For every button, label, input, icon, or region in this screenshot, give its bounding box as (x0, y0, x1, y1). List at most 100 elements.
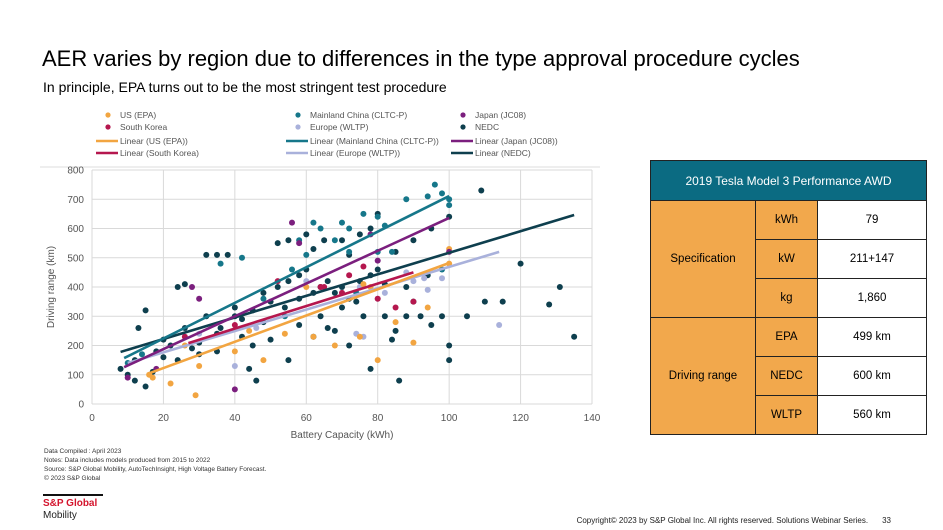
data-point (392, 304, 399, 311)
data-point (253, 377, 260, 384)
x-tick-label: 140 (584, 413, 601, 424)
y-tick-label: 100 (67, 370, 84, 381)
data-point (356, 333, 363, 340)
legend-label: Europe (WLTP) (310, 122, 369, 132)
trend-line (188, 271, 414, 345)
copyright: Copyright© 2023 by S&P Global Inc. All r… (576, 516, 869, 525)
trend-line (120, 213, 575, 354)
legend-label: South Korea (120, 122, 168, 132)
group-label: Specification (650, 200, 756, 318)
y-tick-label: 400 (67, 283, 84, 294)
data-point (246, 327, 253, 334)
data-point (374, 295, 381, 302)
y-tick-label: 300 (67, 312, 84, 323)
data-point (339, 219, 345, 226)
data-point (431, 181, 438, 188)
data-point (142, 383, 149, 390)
data-point (389, 336, 395, 343)
legend-trend-label: Linear (Mainland China (CLTC-P)) (310, 136, 439, 146)
data-point (231, 348, 238, 355)
y-tick-label: 800 (67, 166, 84, 177)
data-point (281, 304, 288, 311)
x-axis-title: Battery Capacity (kWh) (291, 430, 394, 441)
data-point (446, 357, 453, 364)
value-cell: 560 km (817, 395, 927, 435)
note: Source: S&P Global Mobility, AutoTechIns… (44, 466, 267, 473)
legend-trend-label: Linear (Europe (WLTP)) (310, 148, 400, 158)
legend-trend-label: Linear (NEDC) (475, 148, 531, 158)
data-point (317, 284, 324, 290)
data-point (381, 313, 388, 320)
data-point (464, 313, 470, 320)
data-point (360, 210, 367, 217)
x-tick-label: 120 (512, 413, 529, 424)
data-point (424, 286, 431, 293)
value-cell: 79 (817, 200, 927, 240)
data-point (189, 345, 195, 352)
y-tick-label: 200 (67, 341, 84, 352)
data-point (410, 298, 417, 305)
data-point (285, 278, 292, 285)
legend-trend-label: Linear (US (EPA)) (120, 136, 188, 146)
data-point (310, 333, 317, 340)
data-point (396, 377, 403, 384)
legend-marker (295, 112, 301, 118)
data-point (131, 377, 138, 384)
data-point (331, 327, 338, 334)
data-point (374, 213, 381, 220)
data-point (428, 322, 435, 329)
legend-marker (295, 124, 301, 130)
company-logo: S&P Global Mobility (43, 494, 113, 522)
data-point (181, 281, 188, 288)
value-cell: 211+147 (817, 239, 927, 279)
data-point (310, 245, 317, 252)
data-point (196, 295, 203, 302)
data-point (481, 298, 488, 305)
legend-label: NEDC (475, 122, 499, 132)
note: Notes: Data includes models produced fro… (44, 457, 211, 464)
data-point (356, 231, 363, 238)
data-point (360, 313, 367, 320)
value-cell: 1,860 (817, 278, 927, 318)
data-point (249, 342, 256, 349)
data-point (410, 237, 417, 244)
data-point (231, 322, 238, 329)
data-point (189, 284, 195, 290)
data-point (267, 336, 274, 343)
data-point (367, 365, 374, 372)
data-point (214, 251, 220, 258)
data-point (403, 313, 410, 320)
data-point (556, 284, 563, 290)
data-point (392, 319, 399, 326)
data-point (410, 278, 417, 285)
data-point (167, 380, 174, 387)
legend-marker (460, 124, 466, 130)
data-point (260, 295, 267, 302)
legend-trend-label: Linear (South Korea) (120, 148, 199, 158)
data-point (421, 275, 428, 282)
data-point (239, 316, 245, 323)
data-point (331, 342, 338, 349)
data-point (217, 324, 224, 331)
table-header: 2019 Tesla Model 3 Performance AWD (650, 160, 927, 201)
data-point (439, 275, 445, 282)
data-point (281, 330, 288, 337)
data-point (274, 284, 281, 290)
x-tick-label: 60 (301, 413, 313, 424)
data-point (296, 240, 303, 247)
data-point (360, 281, 367, 288)
x-tick-label: 20 (158, 413, 170, 424)
data-point (296, 322, 303, 329)
scatter-chart: 0 100 200 300 400 500 600 700 800 0 20 40 60 80 100 120… (40, 110, 601, 441)
data-point (381, 289, 388, 296)
data-point (496, 322, 503, 329)
data-point (139, 351, 145, 358)
y-tick-label: 600 (67, 224, 84, 235)
spec-table: 2019 Tesla Model 3 Performance AWD Speci… (650, 160, 927, 435)
data-point (246, 365, 253, 372)
unit-cell: EPA (755, 317, 818, 357)
data-point (324, 278, 331, 285)
data-point (135, 324, 142, 331)
data-point (296, 272, 303, 279)
value-cell: 499 km (817, 317, 927, 357)
